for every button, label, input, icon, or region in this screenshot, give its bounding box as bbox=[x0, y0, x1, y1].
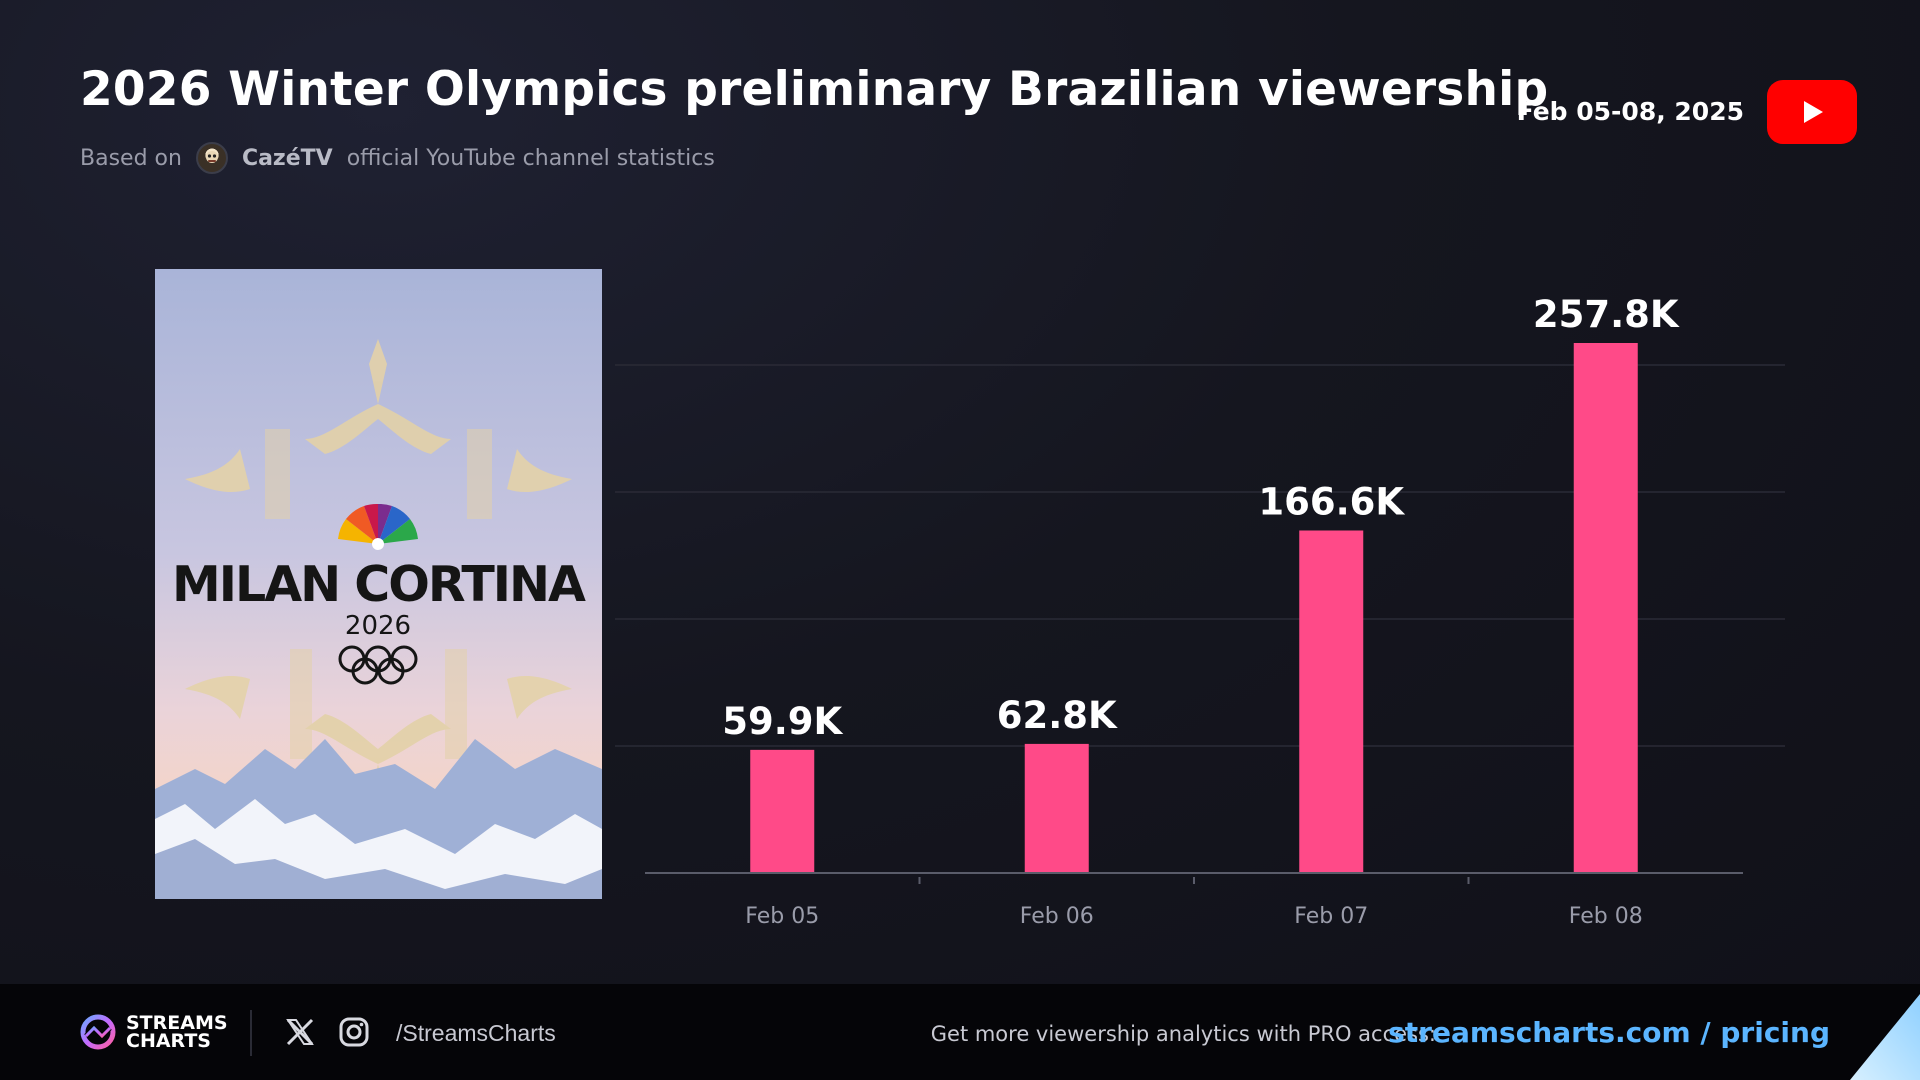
x-tick-label: Feb 05 bbox=[745, 904, 819, 929]
youtube-icon bbox=[1767, 80, 1857, 144]
pricing-link[interactable]: streamscharts.com / pricing bbox=[1388, 1016, 1830, 1049]
value-label: 166.6K bbox=[1258, 480, 1405, 523]
x-twitter-icon[interactable] bbox=[285, 1017, 315, 1052]
chart-value-labels: 59.9K 62.8K 166.6K 257.8K bbox=[722, 293, 1680, 743]
corner-accent bbox=[1850, 994, 1920, 1080]
brand-line2: CHARTS bbox=[126, 1030, 211, 1052]
chart-x-axis: Feb 05 Feb 06 Feb 07 Feb 08 bbox=[645, 872, 1743, 929]
channel-name[interactable]: CazéTV bbox=[241, 145, 333, 171]
channel-avatar-icon bbox=[195, 142, 228, 174]
x-tick-label: Feb 07 bbox=[1294, 904, 1368, 929]
streamscharts-logo-icon bbox=[80, 1014, 116, 1050]
chart-bars bbox=[750, 343, 1638, 873]
bar-feb-08 bbox=[1573, 343, 1638, 873]
instagram-icon[interactable] bbox=[339, 1017, 369, 1052]
brand-line1: STREAMS bbox=[126, 1012, 228, 1034]
streamscharts-logo[interactable]: STREAMS CHARTS bbox=[80, 1012, 228, 1052]
value-label: 62.8K bbox=[997, 694, 1118, 737]
date-range: Feb 05-08, 2025 bbox=[1516, 97, 1744, 126]
promo-text: Get more viewership analytics with PRO a… bbox=[930, 1022, 1436, 1046]
x-tick-label: Feb 08 bbox=[1569, 904, 1643, 929]
event-poster-image: MILAN CORTINA 2026 bbox=[155, 269, 602, 899]
footer-divider bbox=[250, 1010, 252, 1056]
footer: STREAMS CHARTS /StreamsCharts Get more v… bbox=[0, 984, 1920, 1080]
x-tick-label: Feb 06 bbox=[1020, 904, 1094, 929]
poster-year: 2026 bbox=[345, 611, 411, 641]
subtitle-prefix: Based on bbox=[80, 145, 182, 171]
chart-title: 2026 Winter Olympics preliminary Brazili… bbox=[80, 62, 1549, 117]
subtitle-suffix: official YouTube channel statistics bbox=[346, 145, 715, 171]
bar-feb-06 bbox=[1024, 743, 1089, 873]
bar-feb-07 bbox=[1299, 530, 1364, 873]
chart-subtitle: Based on CazéTV official YouTube channel… bbox=[80, 142, 715, 174]
poster-logo-text: MILAN CORTINA bbox=[172, 556, 586, 613]
social-handle[interactable]: /StreamsCharts bbox=[396, 1020, 556, 1046]
bar-feb-05 bbox=[750, 749, 815, 873]
value-label: 59.9K bbox=[722, 700, 843, 743]
value-label: 257.8K bbox=[1533, 293, 1680, 336]
